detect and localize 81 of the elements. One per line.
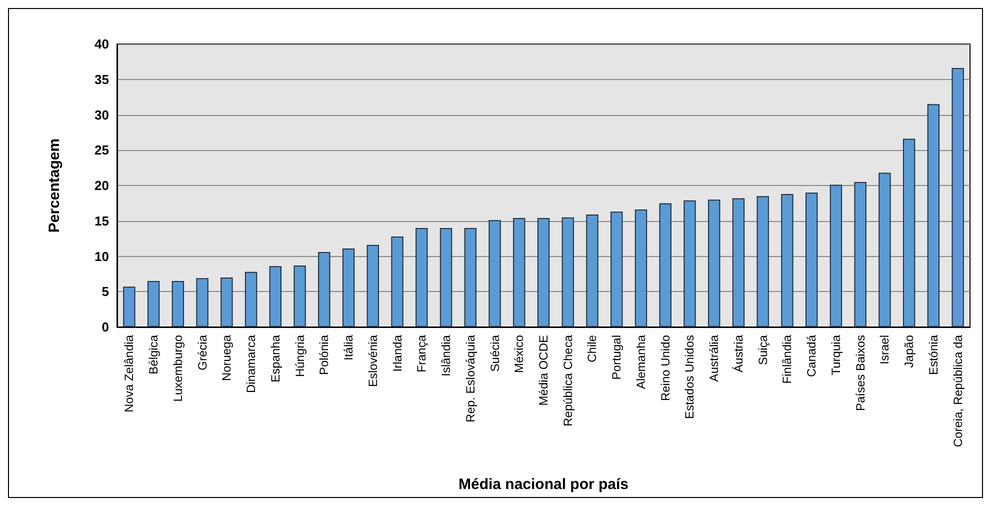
bar — [562, 217, 574, 327]
y-tick-label: 15 — [94, 213, 109, 228]
y-axis-title: Percentagem — [46, 138, 63, 233]
x-tick-label: República Checa — [560, 334, 575, 426]
bar — [172, 281, 184, 327]
x-tick-label: Japão — [902, 334, 916, 368]
bar — [684, 200, 696, 327]
x-tick-label: Noruega — [220, 334, 234, 382]
y-tick-label: 35 — [94, 72, 109, 87]
x-tick-label: França — [414, 334, 429, 372]
x-tick-label: Coreia, República da — [950, 334, 965, 448]
x-tick-label: Suiça — [756, 334, 770, 366]
bar — [927, 104, 940, 327]
y-tick-label: 5 — [102, 284, 109, 300]
x-tick-label: Portugal — [610, 335, 624, 380]
x-tick-label: Espanha — [268, 334, 282, 382]
x-tick-label: Canadá — [804, 334, 819, 378]
bar — [586, 214, 598, 327]
bar — [366, 244, 379, 327]
bar — [147, 281, 160, 327]
bar — [220, 277, 233, 327]
x-tick-label: Chile — [585, 334, 600, 362]
y-tick-label: 30 — [94, 107, 109, 122]
y-tick-label: 10 — [94, 248, 109, 264]
bar — [805, 192, 818, 327]
x-tick-label: Islândia — [439, 334, 454, 376]
x-tick-label: Eslovénia — [366, 334, 380, 388]
x-tick-label: Luxemburgo — [170, 334, 185, 402]
bar — [294, 265, 306, 327]
bar — [537, 218, 550, 327]
y-tick-label: 20 — [94, 178, 109, 193]
bar — [708, 200, 720, 327]
bar — [269, 266, 282, 327]
bar — [830, 184, 842, 327]
bar — [781, 194, 794, 327]
bar — [610, 212, 623, 327]
x-tick-label: Países Baixos — [853, 335, 868, 412]
y-tick-label: 40 — [94, 36, 109, 52]
bar — [342, 248, 355, 327]
x-tick-label: Húngria — [292, 334, 307, 378]
bar — [513, 218, 526, 327]
bar — [488, 220, 501, 327]
x-tick-label: Dinamarca — [244, 334, 258, 394]
x-tick-label: Bélgica — [146, 334, 161, 374]
bar — [732, 198, 745, 327]
bar — [244, 272, 258, 327]
bar — [318, 252, 330, 327]
bar — [416, 228, 428, 327]
bar — [902, 138, 916, 327]
x-tick-label: Áustria — [731, 334, 746, 372]
bar — [659, 203, 672, 327]
bar — [854, 182, 866, 327]
x-tick-label: Grécia — [195, 334, 210, 370]
bar — [634, 210, 648, 327]
bar — [756, 196, 769, 327]
x-tick-label: Irlanda — [390, 334, 404, 372]
x-tick-label: Israel — [878, 335, 892, 364]
x-tick-label: Rep. Eslováquia — [463, 334, 478, 422]
x-tick-label: Polónia — [317, 334, 332, 376]
x-tick-label: Reino Unido — [658, 334, 672, 402]
y-tick-label: 0 — [102, 320, 109, 334]
bar — [196, 278, 208, 327]
bar — [391, 236, 404, 327]
bar — [464, 228, 476, 327]
bar — [123, 286, 136, 327]
x-tick-label: Austrália — [707, 334, 722, 382]
bar — [952, 68, 964, 327]
x-axis-title: Média nacional por país — [458, 476, 629, 493]
bar — [440, 228, 452, 327]
x-tick-label: Estados Unidos — [682, 335, 697, 420]
x-tick-label: Turquia — [828, 334, 843, 376]
x-tick-label: Finlândia — [780, 334, 794, 384]
x-tick-label: México — [512, 334, 526, 374]
x-tick-label: Suécia — [488, 334, 502, 372]
x-tick-label: Média OCDE — [536, 335, 550, 406]
x-tick-label: Nova Zelândia — [122, 334, 136, 412]
x-tick-label: Itália — [342, 334, 356, 360]
bar — [878, 172, 891, 327]
y-tick-label: 25 — [94, 142, 109, 158]
x-tick-label: Alemanha — [634, 334, 648, 390]
x-tick-label: Estónia — [926, 334, 940, 376]
